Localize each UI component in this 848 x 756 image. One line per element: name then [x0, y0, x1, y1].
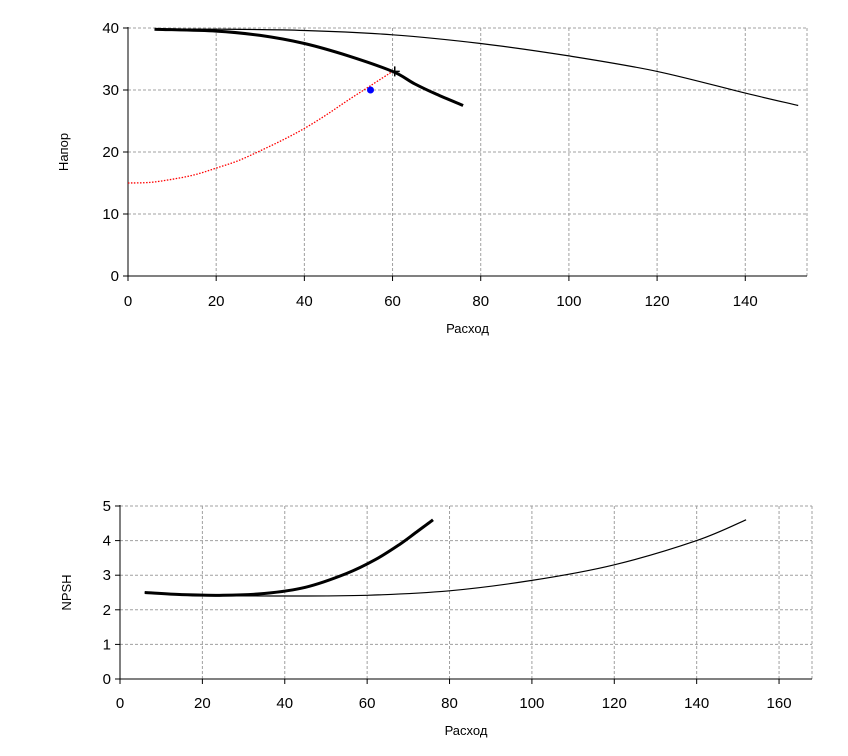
series-line-thin-black — [144, 519, 747, 597]
y-tick-label: 10 — [102, 206, 119, 223]
y-tick-label: 30 — [102, 82, 119, 99]
npsh-flow-chart: 0 20 40 60 80 100 120 140 160 0 1 2 3 4 5 Расход NPSH — [59, 498, 813, 738]
x-tick-label: 60 — [359, 695, 376, 712]
x-tick-label: 20 — [194, 695, 211, 712]
x-tick-label: 140 — [684, 695, 709, 712]
y-tick-label: 0 — [103, 671, 111, 688]
x-tick-label: 40 — [296, 293, 313, 310]
y-axis-title: NPSH — [59, 574, 74, 610]
x-tick-label: 120 — [602, 695, 627, 712]
y-tick-label: 5 — [103, 498, 111, 515]
x-tick-label: 40 — [276, 695, 293, 712]
x-tick-label: 0 — [124, 293, 132, 310]
x-tick-label: 100 — [519, 695, 544, 712]
x-tick-label: 140 — [733, 293, 758, 310]
x-axis-title: Расход — [445, 723, 488, 738]
x-tick-label: 60 — [384, 293, 401, 310]
operating-point-marker — [367, 86, 374, 94]
series-line-thin-black — [154, 28, 799, 107]
y-axis-title: Напор — [56, 133, 71, 171]
y-tick-label: 40 — [102, 20, 119, 37]
y-tick-label: 3 — [103, 567, 111, 584]
y-tick-label: 20 — [102, 144, 119, 161]
x-tick-label: 80 — [472, 293, 489, 310]
x-tick-label: 0 — [116, 695, 124, 712]
series-line-thick-black — [144, 518, 434, 597]
head-flow-chart: 0 20 40 60 80 100 120 140 0 10 20 30 40 Расход Напор — [56, 20, 808, 336]
series-line-dotted-red — [127, 70, 393, 184]
x-tick-label: 80 — [441, 695, 458, 712]
series-line-thick-black — [154, 27, 464, 107]
x-tick-label: 160 — [767, 695, 792, 712]
x-tick-label: 20 — [208, 293, 225, 310]
y-tick-label: 0 — [111, 268, 119, 285]
y-tick-label: 2 — [103, 602, 111, 619]
x-tick-label: 120 — [645, 293, 670, 310]
x-tick-label: 100 — [556, 293, 581, 310]
y-tick-label: 1 — [103, 636, 111, 653]
x-axis-title: Расход — [446, 321, 489, 336]
y-tick-label: 4 — [103, 533, 111, 550]
